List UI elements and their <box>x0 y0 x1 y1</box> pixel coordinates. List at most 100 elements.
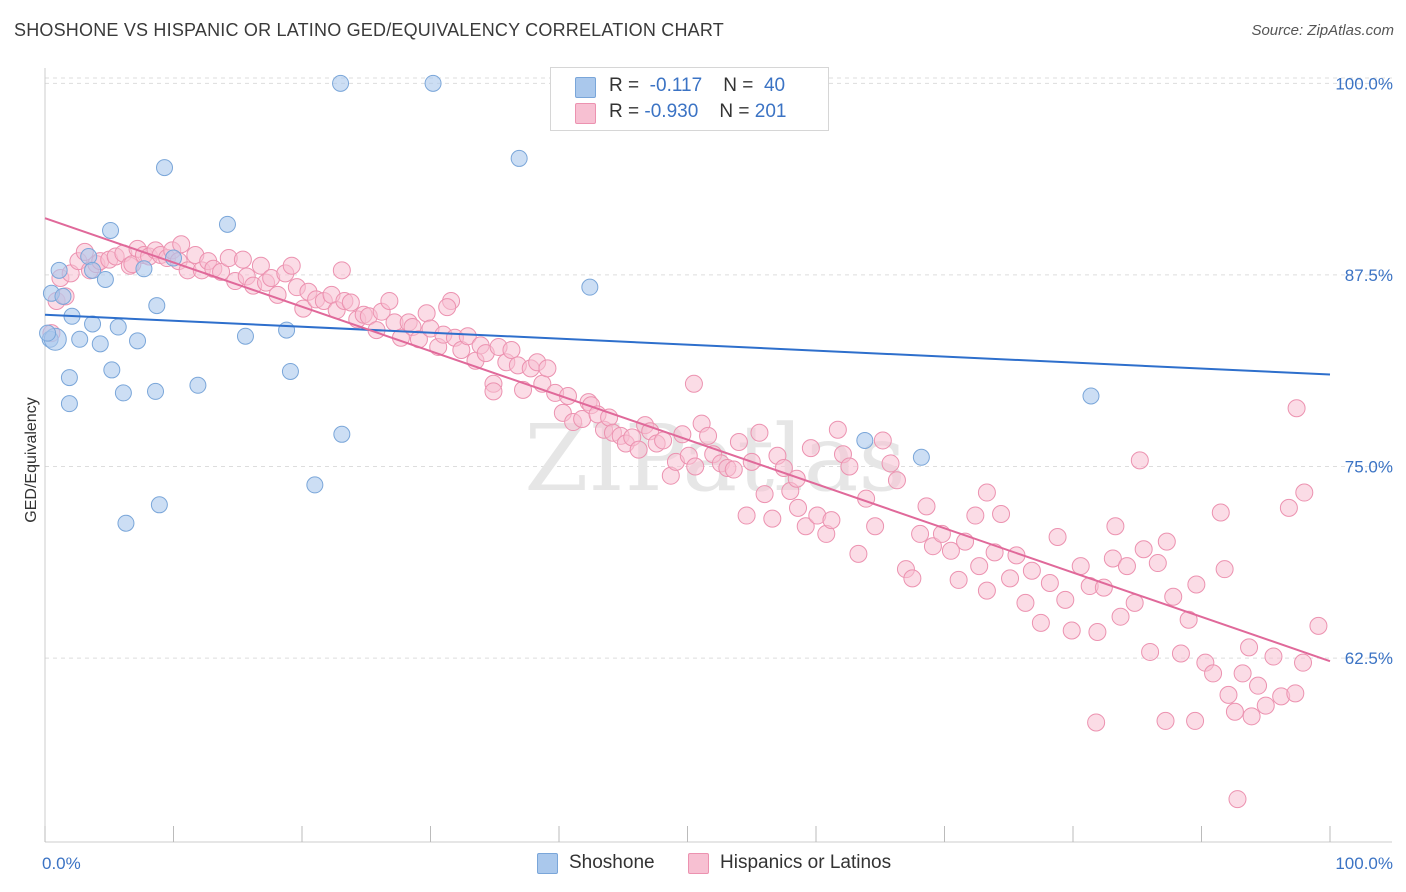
hispanic-point <box>866 517 885 536</box>
hispanic-point <box>341 293 360 312</box>
hispanic-point <box>1204 664 1223 683</box>
hispanic-point <box>840 457 859 476</box>
hispanic-point <box>538 359 557 378</box>
y-tick-label: 75.0% <box>1345 457 1393 476</box>
shoshone-point <box>103 361 121 379</box>
hispanic-point <box>992 505 1011 524</box>
hispanic-point <box>977 581 996 600</box>
hispanic-point <box>1117 557 1136 576</box>
shoshone-point <box>84 261 102 279</box>
hispanic-point <box>1186 711 1205 730</box>
hispanic-point <box>985 543 1004 562</box>
hispanic-point <box>1088 623 1107 642</box>
hispanic-point <box>941 541 960 560</box>
shoshone-point <box>54 287 72 305</box>
hispanic-point <box>881 454 900 473</box>
hispanic-point <box>1048 527 1067 546</box>
hispanic-point <box>1264 647 1283 666</box>
hispanic-point <box>1103 549 1122 568</box>
hispanic-point <box>251 256 270 275</box>
hispanic-point <box>1148 554 1167 573</box>
shoshone-points <box>39 74 1100 532</box>
hispanic-point <box>1125 593 1144 612</box>
hispanic-point <box>1106 517 1125 536</box>
hispanic-point <box>1279 498 1298 517</box>
hispanic-point <box>1056 590 1075 609</box>
shoshone-point <box>332 74 350 92</box>
hispanic-point <box>849 544 868 563</box>
hispanic-point <box>699 426 718 445</box>
shoshone-point <box>581 278 599 296</box>
hispanic-point <box>796 517 815 536</box>
hispanic-point <box>1256 696 1275 715</box>
hispanic-point <box>1156 711 1175 730</box>
hispanic-point <box>1062 621 1081 640</box>
hispanic-point <box>1087 713 1106 732</box>
hispanic-point <box>911 524 930 543</box>
shoshone-point <box>60 395 78 413</box>
hispanic-point <box>1001 569 1020 588</box>
hispanic-point <box>294 299 313 318</box>
hispanic-points <box>42 235 1328 809</box>
shoshone-point <box>147 382 165 400</box>
shoshone-point <box>218 215 236 233</box>
n-value: 201 <box>754 101 787 122</box>
hispanic-point <box>684 374 703 393</box>
shoshone-trend-line <box>44 313 1331 376</box>
hispanic-point <box>1171 644 1190 663</box>
trend-lines <box>44 217 1331 663</box>
hispanic-point <box>724 460 743 479</box>
shoshone-point <box>84 315 102 333</box>
hispanic-point <box>737 506 756 525</box>
shoshone-point <box>278 321 296 339</box>
hispanic-point <box>923 537 942 556</box>
hispanic-point <box>1295 483 1314 502</box>
hispanic-point <box>1040 573 1059 592</box>
hispanic-point <box>686 457 705 476</box>
hispanic-point <box>1286 684 1305 703</box>
hispanic-point <box>1211 503 1230 522</box>
shoshone-point <box>96 271 114 289</box>
shoshone-point <box>129 332 147 350</box>
hispanic-point <box>966 506 985 525</box>
chart-title: SHOSHONE VS HISPANIC OR LATINO GED/EQUIV… <box>14 20 724 40</box>
y-tick-label: 87.5% <box>1345 266 1393 285</box>
hispanic-point <box>1294 653 1313 672</box>
r-value: -0.117 <box>649 75 703 96</box>
shoshone-point <box>60 369 78 387</box>
x-tick-label: 0.0% <box>42 854 81 873</box>
hispanic-point <box>1179 610 1198 629</box>
hispanic-point <box>1228 790 1247 809</box>
hispanic-point <box>729 432 748 451</box>
hispanic-point <box>949 570 968 589</box>
hispanic-point <box>1111 607 1130 626</box>
hispanic-point <box>1016 593 1035 612</box>
hispanic-point <box>873 431 892 450</box>
hispanic-point <box>233 250 252 269</box>
hispanic-point <box>1225 702 1244 721</box>
shoshone-swatch <box>537 853 558 874</box>
r-label: R = <box>609 101 640 122</box>
hispanic-point <box>822 511 841 530</box>
shoshone-point <box>912 448 930 466</box>
hispanic-point <box>1219 685 1238 704</box>
hispanic-point <box>1157 532 1176 551</box>
shoshone-point <box>281 362 299 380</box>
hispanic-point <box>1240 638 1259 657</box>
hispanic-point <box>438 298 457 317</box>
hispanic-point <box>763 509 782 528</box>
n-label: N = <box>723 75 754 96</box>
shoshone-point <box>117 514 135 532</box>
hispanic-point <box>172 235 191 254</box>
legend-label: Hispanics or Latinos <box>720 852 892 873</box>
hispanic-point <box>1130 451 1149 470</box>
r-value: -0.930 <box>644 101 699 122</box>
hispanic-point <box>380 291 399 310</box>
shoshone-point <box>156 159 174 177</box>
shoshone-point <box>510 149 528 167</box>
hispanic-point <box>502 341 521 360</box>
n-value: 40 <box>763 75 786 96</box>
hispanic-point <box>458 327 477 346</box>
shoshone-point <box>189 376 207 394</box>
